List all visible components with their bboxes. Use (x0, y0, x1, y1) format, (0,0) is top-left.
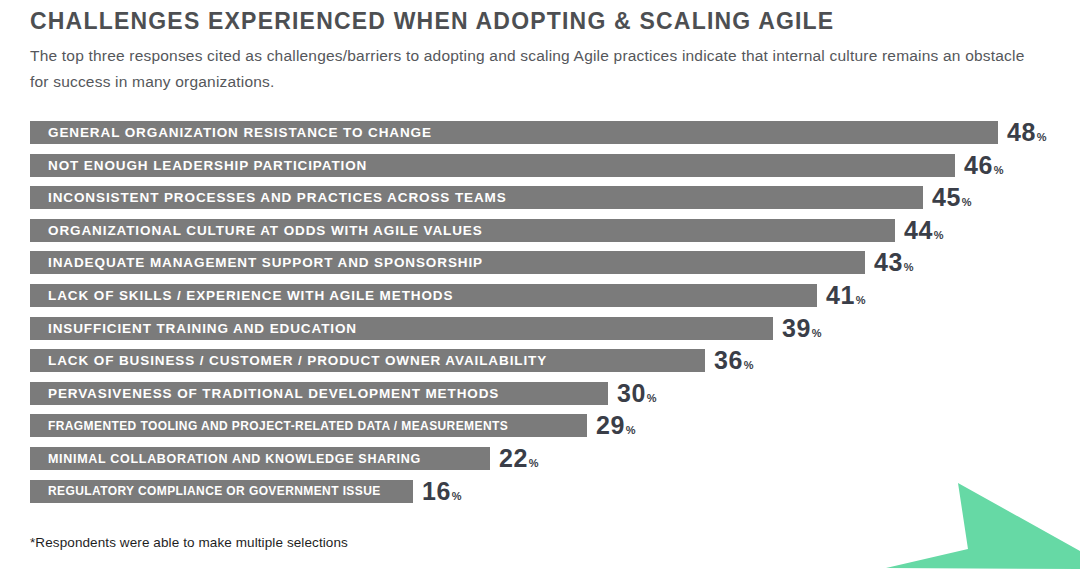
bar-value: 22% (499, 444, 539, 473)
bar-value: 48% (1007, 118, 1047, 147)
bar-row: INCONSISTENT PROCESSES AND PRACTICES ACR… (30, 186, 972, 209)
page-title: CHALLENGES EXPERIENCED WHEN ADOPTING & S… (30, 8, 1050, 35)
bar-row: NOT ENOUGH LEADERSHIP PARTICIPATION 46% (30, 154, 1004, 177)
percent-sign: % (856, 294, 866, 306)
bar-row: REGULATORY COMPLIANCE OR GOVERNMENT ISSU… (30, 480, 462, 503)
bar-row: FRAGMENTED TOOLING AND PROJECT-RELATED D… (30, 414, 636, 437)
bar-value-number: 29 (596, 411, 625, 440)
bar: LACK OF BUSINESS / CUSTOMER / PRODUCT OW… (30, 349, 705, 372)
percent-sign: % (1037, 131, 1047, 143)
percent-sign: % (452, 490, 462, 502)
bar: INCONSISTENT PROCESSES AND PRACTICES ACR… (30, 186, 923, 209)
bar-label: LACK OF SKILLS / EXPERIENCE WITH AGILE M… (30, 288, 453, 303)
bar-label: INADEQUATE MANAGEMENT SUPPORT AND SPONSO… (30, 255, 483, 270)
bar-row: LACK OF SKILLS / EXPERIENCE WITH AGILE M… (30, 284, 866, 307)
bar-label: INSUFFICIENT TRAINING AND EDUCATION (30, 321, 357, 336)
bar-value: 43% (874, 248, 914, 277)
footnote: *Respondents were able to make multiple … (30, 535, 348, 550)
bar-value-number: 39 (782, 314, 811, 343)
bar-label: NOT ENOUGH LEADERSHIP PARTICIPATION (30, 158, 367, 173)
bar: FRAGMENTED TOOLING AND PROJECT-RELATED D… (30, 414, 587, 437)
bar-value: 36% (714, 346, 754, 375)
bar-value: 46% (964, 151, 1004, 180)
bar-label: ORGANIZATIONAL CULTURE AT ODDS WITH AGIL… (30, 223, 483, 238)
bar-value: 45% (932, 183, 972, 212)
percent-sign: % (647, 392, 657, 404)
percent-sign: % (994, 164, 1004, 176)
bar-row: ORGANIZATIONAL CULTURE AT ODDS WITH AGIL… (30, 219, 944, 242)
page-subtitle: The top three responses cited as challen… (30, 43, 1045, 95)
bar-value-number: 16 (422, 477, 451, 506)
bar: NOT ENOUGH LEADERSHIP PARTICIPATION (30, 154, 955, 177)
percent-sign: % (934, 229, 944, 241)
bar: INSUFFICIENT TRAINING AND EDUCATION (30, 317, 773, 340)
bar-label: INCONSISTENT PROCESSES AND PRACTICES ACR… (30, 190, 507, 205)
bar-value: 30% (617, 379, 657, 408)
bar: INADEQUATE MANAGEMENT SUPPORT AND SPONSO… (30, 251, 865, 274)
bar: LACK OF SKILLS / EXPERIENCE WITH AGILE M… (30, 284, 817, 307)
bar-row: PERVASIVENESS OF TRADITIONAL DEVELOPMENT… (30, 382, 657, 405)
percent-sign: % (962, 196, 972, 208)
bar-chart: GENERAL ORGANIZATION RESISTANCE TO CHANG… (30, 121, 1080, 531)
bar-value: 39% (782, 314, 822, 343)
bar-label: LACK OF BUSINESS / CUSTOMER / PRODUCT OW… (30, 353, 547, 368)
bar-value: 44% (904, 216, 944, 245)
bar-value: 41% (826, 281, 866, 310)
bar-value-number: 43 (874, 248, 903, 277)
bar-row: GENERAL ORGANIZATION RESISTANCE TO CHANG… (30, 121, 1047, 144)
bar-label: REGULATORY COMPLIANCE OR GOVERNMENT ISSU… (30, 484, 381, 498)
bar-value-number: 44 (904, 216, 933, 245)
bar-value-number: 36 (714, 346, 743, 375)
bar: GENERAL ORGANIZATION RESISTANCE TO CHANG… (30, 121, 998, 144)
percent-sign: % (812, 327, 822, 339)
bar-row: MINIMAL COLLABORATION AND KNOWLEDGE SHAR… (30, 447, 539, 470)
bar: REGULATORY COMPLIANCE OR GOVERNMENT ISSU… (30, 480, 413, 503)
bar: MINIMAL COLLABORATION AND KNOWLEDGE SHAR… (30, 447, 490, 470)
bar-value-number: 46 (964, 151, 993, 180)
percent-sign: % (626, 424, 636, 436)
percent-sign: % (904, 261, 914, 273)
bar-row: INADEQUATE MANAGEMENT SUPPORT AND SPONSO… (30, 251, 914, 274)
bar-value-number: 30 (617, 379, 646, 408)
bar-value-number: 48 (1007, 118, 1036, 147)
bar-row: LACK OF BUSINESS / CUSTOMER / PRODUCT OW… (30, 349, 754, 372)
percent-sign: % (529, 457, 539, 469)
bar-row: INSUFFICIENT TRAINING AND EDUCATION 39% (30, 317, 822, 340)
percent-sign: % (744, 359, 754, 371)
bar-value-number: 41 (826, 281, 855, 310)
chart-header: CHALLENGES EXPERIENCED WHEN ADOPTING & S… (30, 8, 1050, 95)
bar-label: FRAGMENTED TOOLING AND PROJECT-RELATED D… (30, 419, 508, 433)
bar-label: PERVASIVENESS OF TRADITIONAL DEVELOPMENT… (30, 386, 499, 401)
bar: PERVASIVENESS OF TRADITIONAL DEVELOPMENT… (30, 382, 608, 405)
bar-value: 16% (422, 477, 462, 506)
page: CHALLENGES EXPERIENCED WHEN ADOPTING & S… (0, 0, 1080, 569)
bar-label: MINIMAL COLLABORATION AND KNOWLEDGE SHAR… (30, 452, 421, 466)
bar-value-number: 22 (499, 444, 528, 473)
bar-label: GENERAL ORGANIZATION RESISTANCE TO CHANG… (30, 125, 432, 140)
bar-value-number: 45 (932, 183, 961, 212)
bar-value: 29% (596, 411, 636, 440)
bar: ORGANIZATIONAL CULTURE AT ODDS WITH AGIL… (30, 219, 895, 242)
